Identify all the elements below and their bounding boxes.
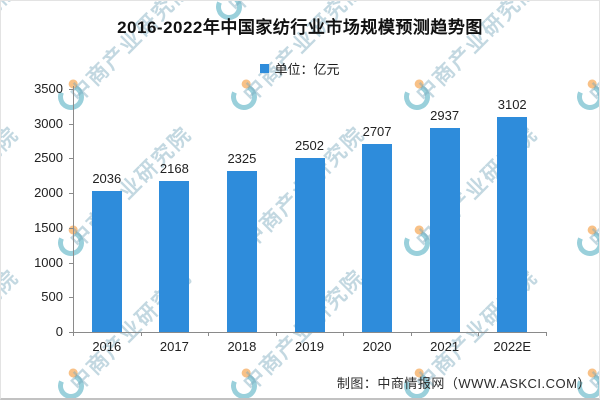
- x-axis-label: 2020: [362, 339, 392, 354]
- y-axis-label: 3500: [34, 81, 63, 96]
- x-axis-label: 2016: [92, 339, 122, 354]
- x-axis-tick: [546, 332, 547, 336]
- bar: [294, 158, 325, 332]
- x-axis-line: [73, 332, 547, 333]
- y-axis-tick: [69, 262, 73, 264]
- bar: [226, 170, 257, 332]
- bar-value-label: 2502: [295, 138, 324, 154]
- x-axis-tick: [478, 332, 480, 336]
- chart-title: 2016-2022年中国家纺行业市场规模预测趋势图: [117, 18, 483, 37]
- y-axis-tick: [69, 227, 73, 229]
- y-axis-line: [73, 86, 74, 333]
- y-axis-label: 0: [55, 324, 63, 339]
- x-axis-tick: [275, 332, 277, 336]
- x-axis-label: 2019: [295, 339, 324, 354]
- y-axis-tick: [69, 297, 73, 299]
- bar-value-label: 2036: [92, 170, 122, 186]
- y-axis-tick: [69, 89, 73, 90]
- y-axis-label: 1000: [34, 254, 63, 270]
- bar-value-label: 2707: [362, 124, 392, 140]
- bar: [429, 128, 460, 332]
- x-axis-tick: [208, 332, 210, 336]
- y-axis-label: 2500: [34, 150, 63, 166]
- x-axis-tick: [140, 332, 142, 336]
- y-axis-tick: [69, 123, 73, 125]
- bar-value-label: 2168: [159, 161, 189, 177]
- bar: [159, 181, 190, 332]
- x-axis-tick: [343, 332, 345, 336]
- x-axis-tick: [73, 332, 74, 336]
- bar: [497, 116, 528, 332]
- legend-marker-swatch: [260, 64, 270, 73]
- y-axis-label: 500: [41, 289, 63, 305]
- y-axis-tick: [69, 193, 73, 195]
- legend-label: 单位：亿元: [274, 62, 340, 77]
- x-axis-label: 2018: [227, 339, 257, 354]
- y-axis-label: 3000: [34, 115, 63, 131]
- x-axis-tick: [410, 332, 412, 336]
- x-axis-label: 2017: [159, 339, 189, 354]
- bar-value-label: 3102: [497, 96, 527, 112]
- credit-text: 制图：中商情报网（WWW.ASKCI.COM）: [336, 376, 591, 391]
- y-axis-label: 1500: [34, 219, 63, 235]
- bar: [91, 190, 122, 332]
- y-axis-tick: [69, 158, 73, 160]
- x-axis-label: 2022E: [493, 339, 531, 354]
- y-axis-label: 2000: [34, 185, 63, 201]
- legend: 单位：亿元: [1, 59, 599, 78]
- bar-value-label: 2325: [227, 150, 257, 166]
- y-axis-tick: [69, 332, 73, 333]
- x-axis-label: 2021: [430, 339, 460, 354]
- bar: [362, 144, 393, 332]
- bar-value-label: 2937: [430, 108, 460, 124]
